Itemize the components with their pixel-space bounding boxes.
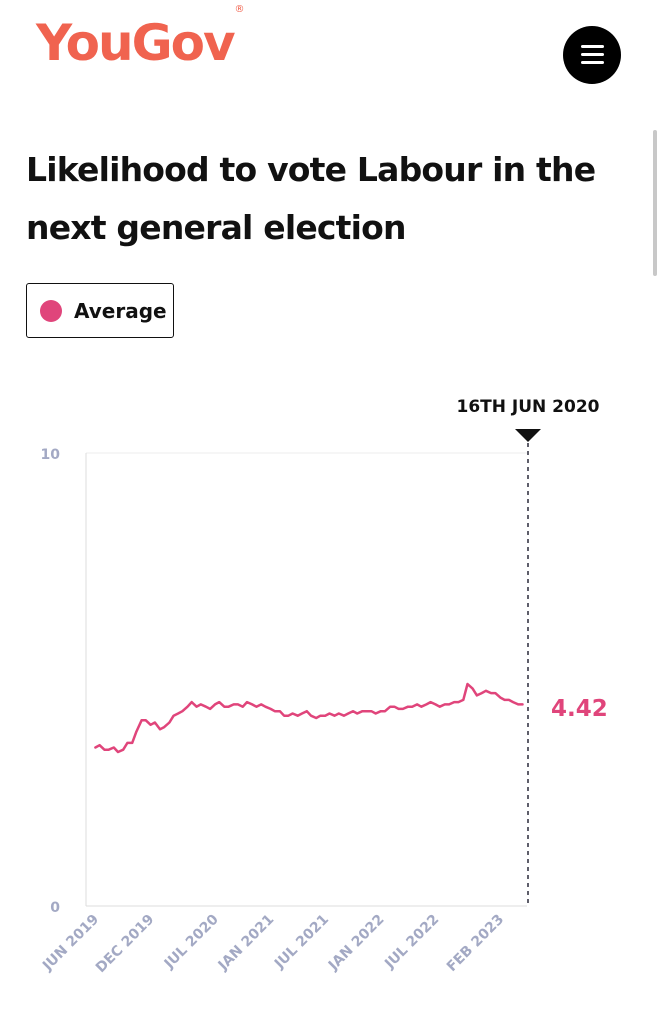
y-tick-label-0: 0 [50,900,60,916]
date-marker-triangle-icon [515,429,541,442]
logo-text: YouGov [36,14,236,72]
series-line-average [94,682,524,754]
legend-average[interactable]: Average [26,283,174,338]
x-tick-label: JAN 2022 [325,912,388,975]
x-tick-label: DEC 2019 [93,912,158,977]
x-tick-label: JUL 2022 [381,912,442,973]
date-marker-label: 16TH JUN 2020 [457,397,600,417]
x-tick-label: FEB 2023 [444,912,507,975]
latest-value-label: 4.42 [551,696,608,722]
legend-label: Average [74,298,167,323]
chart-title: Likelihood to vote Labour in the next ge… [26,150,596,247]
x-tick-label: JUL 2020 [161,911,222,972]
menu-button[interactable] [563,26,621,84]
registered-mark: ® [234,4,245,16]
y-tick-label-10: 10 [41,447,61,463]
yougov-logo[interactable]: YouGov® [36,5,245,68]
legend-dot-icon [40,299,62,322]
x-tick-label: JUL 2021 [271,912,332,973]
scrollbar[interactable] [653,130,657,276]
x-tick-label: JAN 2021 [215,912,278,975]
